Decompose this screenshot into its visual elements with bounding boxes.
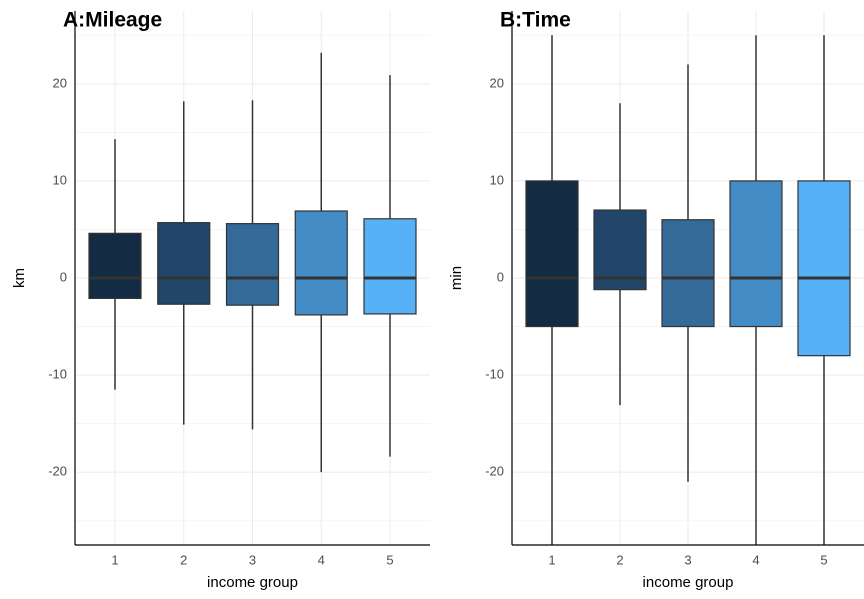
box	[525, 180, 579, 328]
x-axis-label: income group	[643, 574, 734, 591]
x-tick-label: 4	[752, 552, 759, 567]
x-tick-label: 2	[180, 552, 187, 567]
box	[797, 180, 851, 357]
y-tick-label: 0	[60, 269, 67, 284]
x-tick-label: 5	[820, 552, 827, 567]
box	[88, 232, 142, 299]
y-tick-label: -10	[48, 367, 67, 382]
box	[661, 219, 715, 328]
y-axis-label: min	[448, 266, 465, 290]
y-tick-label: 0	[497, 269, 504, 284]
x-tick-label: 3	[684, 552, 691, 567]
box	[157, 222, 211, 305]
box	[593, 209, 647, 291]
box	[729, 180, 783, 328]
y-tick-label: 10	[490, 172, 504, 187]
box	[225, 223, 280, 306]
x-axis-label: income group	[207, 574, 298, 591]
y-tick-label: -20	[48, 464, 67, 479]
chart-title: A:Mileage	[63, 9, 162, 32]
x-tick-label: 1	[111, 552, 118, 567]
x-tick-label: 5	[386, 552, 393, 567]
chart-title: B:Time	[500, 9, 571, 32]
x-tick-label: 4	[318, 552, 325, 567]
y-tick-label: 20	[53, 75, 67, 90]
box	[294, 210, 348, 316]
x-tick-label: 1	[548, 552, 555, 567]
y-tick-label: 10	[53, 172, 67, 187]
x-tick-label: 3	[249, 552, 256, 567]
y-axis-label: km	[11, 268, 28, 288]
y-tick-label: 20	[490, 75, 504, 90]
x-tick-label: 2	[616, 552, 623, 567]
y-tick-label: -10	[485, 367, 504, 382]
box	[363, 218, 417, 315]
y-tick-label: -20	[485, 464, 504, 479]
